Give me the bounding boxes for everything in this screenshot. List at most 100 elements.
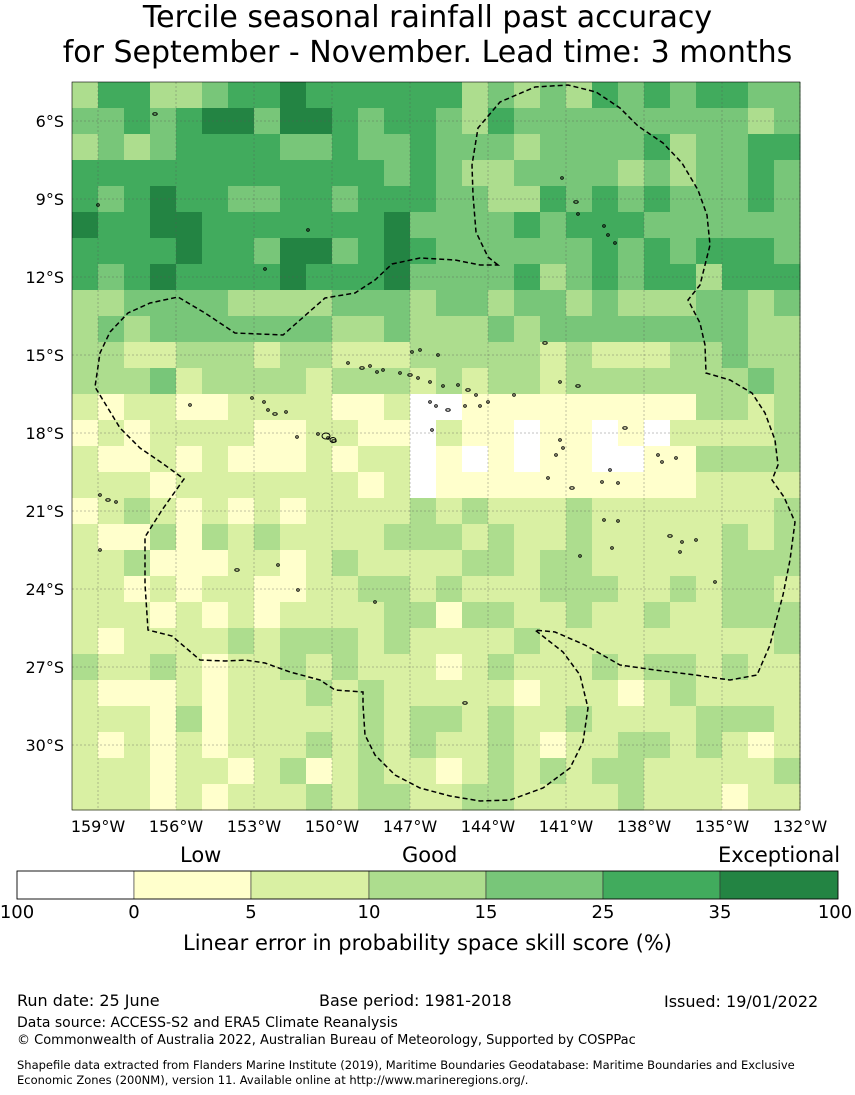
skill-cell <box>358 368 385 395</box>
island-marker <box>558 380 562 384</box>
skill-cell <box>748 524 775 551</box>
skill-cell <box>150 160 177 187</box>
colorbar <box>16 870 839 900</box>
skill-cell <box>124 680 151 707</box>
island-marker <box>295 435 299 439</box>
skill-cell <box>176 446 203 473</box>
skill-cell <box>254 446 281 473</box>
island-marker <box>474 393 478 397</box>
skill-cell <box>332 290 359 317</box>
island-marker <box>694 538 698 542</box>
island-marker <box>250 396 254 400</box>
skill-cell <box>540 316 567 343</box>
skill-cell <box>410 524 437 551</box>
skill-cell <box>202 290 229 317</box>
cb-tick-7: 100 <box>817 902 853 923</box>
skill-cell <box>436 472 463 499</box>
lat-label: 27°S <box>25 658 64 677</box>
skill-cell <box>670 238 697 265</box>
skill-cell <box>280 550 307 577</box>
skill-cell <box>774 290 801 317</box>
skill-cell <box>722 446 749 473</box>
skill-cell <box>436 758 463 785</box>
skill-cell <box>566 290 593 317</box>
lon-label: 156°W <box>149 817 204 836</box>
chart-title: Tercile seasonal rainfall past accuracy … <box>0 0 855 70</box>
lat-label: 12°S <box>25 268 64 287</box>
skill-cell <box>774 628 801 655</box>
island-marker <box>430 428 434 432</box>
island-marker <box>622 426 628 430</box>
lon-label: 153°W <box>227 817 282 836</box>
skill-cell <box>410 316 437 343</box>
skill-cell <box>202 394 229 421</box>
skill-cell <box>72 680 99 707</box>
skill-cell <box>202 446 229 473</box>
skill-cell <box>228 550 255 577</box>
copyright: © Commonwealth of Australia 2022, Austra… <box>17 1033 636 1048</box>
skill-cell <box>748 680 775 707</box>
skill-cell <box>358 706 385 733</box>
skill-cell <box>514 758 541 785</box>
skill-cell <box>150 446 177 473</box>
skill-cell <box>592 446 619 473</box>
skill-cell <box>410 290 437 317</box>
skill-cell <box>670 446 697 473</box>
skill-cell <box>72 368 99 395</box>
skill-cell <box>332 446 359 473</box>
skill-cell <box>150 238 177 265</box>
skill-cell <box>462 602 489 629</box>
cb-tick-6: 35 <box>708 902 732 923</box>
skill-cell <box>150 524 177 551</box>
skill-cell <box>618 160 645 187</box>
lon-label: 141°W <box>539 817 594 836</box>
island-marker <box>602 518 606 522</box>
island-marker <box>575 384 581 388</box>
skill-cell <box>592 160 619 187</box>
colorbar-segment <box>250 870 370 900</box>
issued-date: Issued: 19/01/2022 <box>664 992 819 1011</box>
skill-cell <box>540 706 567 733</box>
skill-cell <box>436 316 463 343</box>
skill-cell <box>280 784 307 811</box>
lat-label: 30°S <box>25 736 64 755</box>
skill-cell <box>254 524 281 551</box>
skill-cell <box>566 446 593 473</box>
skill-cell <box>670 134 697 161</box>
skill-cell <box>748 368 775 395</box>
skill-cell <box>306 134 333 161</box>
skill-cell <box>306 82 333 109</box>
skill-cell <box>462 160 489 187</box>
skill-cell <box>618 472 645 499</box>
skill-cell <box>176 134 203 161</box>
island-marker <box>329 437 337 443</box>
skill-cell <box>566 238 593 265</box>
skill-cell <box>670 680 697 707</box>
skill-cell <box>384 82 411 109</box>
skill-cell <box>150 134 177 161</box>
skill-cell <box>774 524 801 551</box>
island-marker <box>346 361 350 365</box>
cb-tick-5: 25 <box>591 902 615 923</box>
skill-cell <box>98 316 125 343</box>
skill-cell <box>98 212 125 239</box>
map-gridlines <box>72 82 801 810</box>
skill-cell <box>514 316 541 343</box>
skill-cell <box>540 238 567 265</box>
skill-cell <box>748 82 775 109</box>
skill-cell <box>488 212 515 239</box>
skill-cell <box>72 82 99 109</box>
skill-cell <box>670 706 697 733</box>
skill-cell <box>358 212 385 239</box>
island-marker <box>542 341 548 345</box>
skill-cell <box>202 706 229 733</box>
skill-cell <box>150 316 177 343</box>
island-marker <box>606 233 610 237</box>
skill-cell <box>98 758 125 785</box>
island-marker <box>368 364 372 368</box>
skill-cell <box>644 82 671 109</box>
skill-cell <box>514 134 541 161</box>
island-marker <box>713 580 717 584</box>
skill-cell <box>358 784 385 811</box>
skill-cell <box>462 524 489 551</box>
